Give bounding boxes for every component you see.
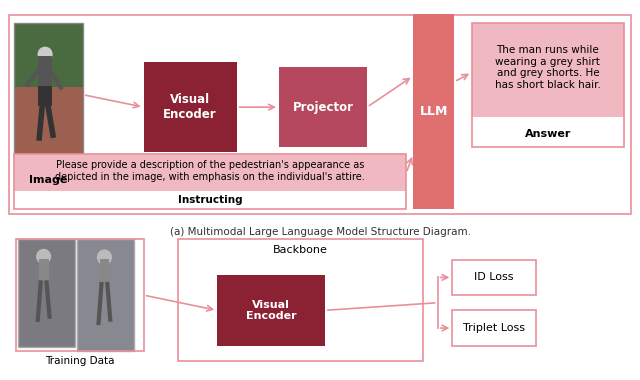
Text: The man runs while
wearing a grey shirt
and grey shorts. He
has short black hair: The man runs while wearing a grey shirt …	[495, 45, 601, 90]
Text: Image: Image	[29, 175, 68, 185]
Bar	[472, 22, 624, 117]
Text: Triplet Loss: Triplet Loss	[463, 323, 525, 333]
Bar	[452, 310, 536, 346]
Circle shape	[97, 250, 111, 264]
Text: Backbone: Backbone	[273, 245, 328, 255]
Text: Please provide a description of the pedestrian's appearance as
depicted in the i: Please provide a description of the pede…	[56, 160, 365, 182]
Bar	[14, 191, 406, 209]
Bar	[452, 260, 536, 295]
Bar	[16, 239, 143, 351]
Bar	[178, 239, 423, 361]
Bar	[217, 275, 325, 346]
Bar	[99, 260, 109, 284]
Bar	[279, 67, 367, 147]
Circle shape	[36, 250, 51, 264]
Text: Instructing: Instructing	[178, 195, 243, 205]
Text: Visual
Encoder: Visual Encoder	[246, 299, 296, 321]
Bar	[14, 22, 83, 87]
Bar	[38, 86, 52, 106]
Bar	[39, 259, 49, 282]
Circle shape	[38, 47, 52, 61]
Text: Projector: Projector	[292, 101, 353, 114]
Bar	[14, 154, 406, 191]
Text: (a) Multimodal Large Language Model Structure Diagram.: (a) Multimodal Large Language Model Stru…	[170, 226, 470, 236]
Text: (b) Person Re-identification Model Structure with Fine-Tuned Visual Encoder.: (b) Person Re-identification Model Struc…	[123, 379, 517, 380]
Bar	[18, 239, 75, 347]
Text: Answer: Answer	[525, 129, 571, 139]
Text: ID Loss: ID Loss	[474, 272, 514, 282]
Text: Training Data: Training Data	[45, 356, 115, 366]
Bar	[472, 22, 624, 147]
Bar	[14, 171, 83, 189]
Text: LLM: LLM	[419, 105, 448, 117]
Bar	[38, 56, 52, 87]
Bar	[77, 239, 134, 351]
Bar	[14, 87, 83, 167]
Bar	[14, 154, 406, 209]
Bar	[472, 117, 624, 147]
Bar	[14, 22, 83, 167]
Text: Visual
Encoder: Visual Encoder	[163, 93, 217, 121]
Bar	[143, 62, 237, 152]
Bar	[413, 14, 454, 209]
